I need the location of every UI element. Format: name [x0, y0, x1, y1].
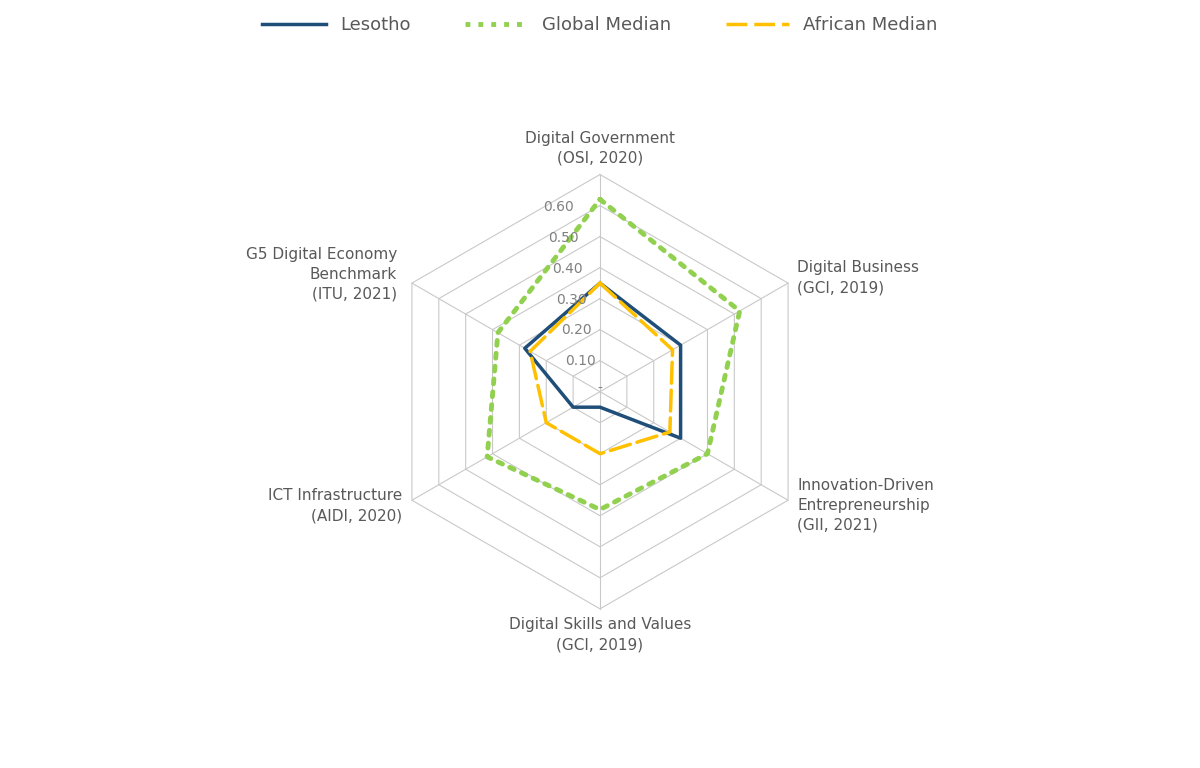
Text: 0.50: 0.50 [547, 231, 578, 245]
Text: 0.20: 0.20 [560, 323, 592, 337]
Text: 0.10: 0.10 [565, 354, 595, 368]
Text: G5 Digital Economy
Benchmark
(ITU, 2021): G5 Digital Economy Benchmark (ITU, 2021) [246, 247, 397, 302]
Text: Digital Business
(GCI, 2019): Digital Business (GCI, 2019) [798, 260, 919, 295]
Legend: Lesotho, Global Median, African Median: Lesotho, Global Median, African Median [256, 9, 944, 41]
Text: Innovation-Driven
Entrepreneurship
(GII, 2021): Innovation-Driven Entrepreneurship (GII,… [798, 478, 935, 533]
Text: 0.40: 0.40 [552, 262, 583, 276]
Text: Digital Government
(OSI, 2020): Digital Government (OSI, 2020) [526, 131, 674, 166]
Text: -: - [598, 382, 602, 396]
Text: 0.30: 0.30 [557, 293, 587, 306]
Text: 0.60: 0.60 [544, 200, 574, 214]
Text: Digital Skills and Values
(GCI, 2019): Digital Skills and Values (GCI, 2019) [509, 617, 691, 652]
Text: ICT Infrastructure
(AIDI, 2020): ICT Infrastructure (AIDI, 2020) [269, 488, 402, 523]
